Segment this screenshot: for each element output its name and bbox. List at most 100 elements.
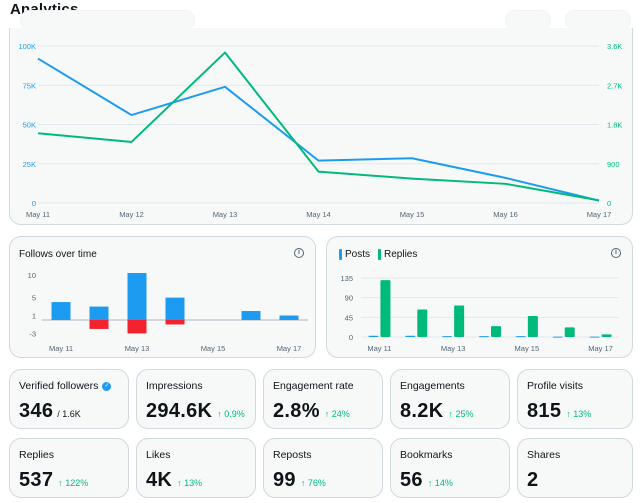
stat-value: 537 [19,469,54,491]
stat-label: Replies [19,449,55,461]
line-chart-svg: 0 25K 50K 75K 100K 0 900 1.8K 2.7K 3.6K May 11 May … [18,42,622,219]
bar-posts-may-13 [442,336,453,338]
x-tick-may-14: May 14 [306,210,331,219]
stat-label: Reposts [273,449,312,461]
bar-unfollows-may-12 [89,319,109,329]
stat-row: 346 / 1.6K [19,400,128,423]
bar-follows-may-11 [51,302,71,320]
stat-label: Profile visits [527,380,584,392]
stat-card-engagement-rate[interactable]: Engagement rate 2.8% ↑ 24% [263,369,383,429]
stat-value: 346 [19,400,54,422]
stat-card-shares[interactable]: Shares 2 [517,438,633,498]
stat-label: Engagement rate [273,380,354,392]
stat-card-likes[interactable]: Likes 4K ↑ 13% [136,438,256,498]
stat-change: ↑ 13% [566,409,592,419]
stat-card-profile-visits[interactable]: Profile visits 815 ↑ 13% [517,369,633,429]
stat-label: Bookmarks [400,449,453,461]
stat-label-text: Verified followers [19,380,99,392]
x-tick-may-17: May 17 [587,210,612,219]
export-button[interactable] [565,10,631,30]
legend-item-replies[interactable]: Replies [378,249,417,260]
legend-label-posts: Posts [345,249,371,260]
series-line-impressions [37,57,600,202]
stat-total: / 1.6K [57,409,81,419]
stat-value: 4K [146,469,173,491]
y-tick-135: 135 [340,274,353,283]
impressions-engagements-chart: 0 25K 50K 75K 100K 0 900 1.8K 2.7K 3.6K May 11 May … [9,28,633,225]
bar-follows-may-16 [241,311,261,320]
stat-value: 2 [527,469,539,491]
stat-row: 537 ↑ 122% [19,469,128,492]
y-left-tick-100k: 100K [18,42,36,51]
info-icon[interactable]: i [611,248,621,258]
stat-value: 815 [527,400,562,422]
date-range-selector[interactable] [20,10,195,30]
stat-card-bookmarks[interactable]: Bookmarks 56 ↑ 14% [390,438,510,498]
stat-row: 8.2K ↑ 25% [400,400,509,423]
bar-unfollows-may-14 [165,319,185,325]
x-tick-may-17: May 17 [277,344,302,353]
y-left-tick-50k: 50K [23,121,36,130]
bar-replies-may-14 [491,326,501,337]
follows-chart-svg: 10 5 1 -3 May 11 May 13 May 15 May 17 [28,271,308,353]
bar-replies-may-12 [417,309,428,337]
x-tick-may-11: May 11 [49,344,73,353]
bar-follows-may-14 [165,297,185,320]
y-tick-0: 0 [349,333,353,342]
bar-posts-may-16 [552,336,563,338]
follows-over-time-card: Follows over time i 10 5 1 -3 May 11 May 13 Ma… [9,236,316,358]
y-tick-90: 90 [345,294,353,303]
stat-row: 2.8% ↑ 24% [273,400,382,423]
bar-replies-may-11 [380,280,391,337]
bar-posts-may-12 [405,335,416,337]
y-right-tick-1-8k: 1.8K [607,121,622,130]
stat-card-verified-followers[interactable]: Verified followers ✓ 346 / 1.6K [9,369,129,429]
x-tick-may-12: May 12 [119,210,144,219]
bar-replies-may-16 [564,327,575,337]
y-right-tick-0: 0 [607,199,611,208]
x-tick-may-15: May 15 [400,210,425,219]
stat-label: Engagements [400,380,465,392]
chart-legend: Posts Replies [339,249,417,260]
stat-value: 294.6K [146,400,213,422]
series-line-engagements [37,51,600,202]
bar-posts-may-17 [589,336,600,338]
stat-label-verified-followers: Verified followers ✓ [19,380,128,392]
x-tick-may-11: May 11 [367,344,391,353]
bar-unfollows-may-13 [127,319,147,334]
stat-card-replies[interactable]: Replies 537 ↑ 122% [9,438,129,498]
stat-change: ↑ 13% [177,478,203,488]
stat-card-impressions[interactable]: Impressions 294.6K ↑ 0.9% [136,369,256,429]
y-left-tick-0: 0 [32,199,36,208]
info-icon[interactable]: i [294,248,304,258]
y-left-tick-25k: 25K [23,160,36,169]
stat-change: ↑ 14% [427,478,453,488]
follows-chart-title: Follows over time [19,249,97,260]
bar-replies-may-13 [454,305,465,337]
stat-value: 8.2K [400,400,444,422]
stat-label: Likes [146,449,171,461]
x-tick-may-16: May 16 [493,210,518,219]
posts-replies-card: Posts Replies i 0 45 90 135 May 11 May 13 May … [326,236,633,358]
bar-posts-may-15 [515,336,526,338]
stat-row: 815 ↑ 13% [527,400,632,423]
y-tick-5: 5 [32,294,36,303]
stat-label: Impressions [146,380,203,392]
bar-follows-may-12 [89,306,109,320]
stat-card-reposts[interactable]: Reposts 99 ↑ 76% [263,438,383,498]
stat-value: 99 [273,469,296,491]
x-tick-may-13: May 13 [125,344,150,353]
filter-toggle[interactable] [505,10,551,30]
stat-change: ↑ 76% [300,478,326,488]
stat-card-engagements[interactable]: Engagements 8.2K ↑ 25% [390,369,510,429]
x-tick-may-15: May 15 [201,344,226,353]
legend-item-posts[interactable]: Posts [339,249,370,260]
bar-posts-may-11 [368,335,379,337]
bar-replies-may-17 [601,334,612,337]
y-left-tick-75k: 75K [23,81,36,90]
y-tick-1: 1 [32,312,36,321]
y-tick--3: -3 [29,329,36,338]
y-right-tick-3-6k: 3.6K [607,42,622,51]
x-tick-may-15: May 15 [515,344,540,353]
x-tick-may-17: May 17 [588,344,613,353]
